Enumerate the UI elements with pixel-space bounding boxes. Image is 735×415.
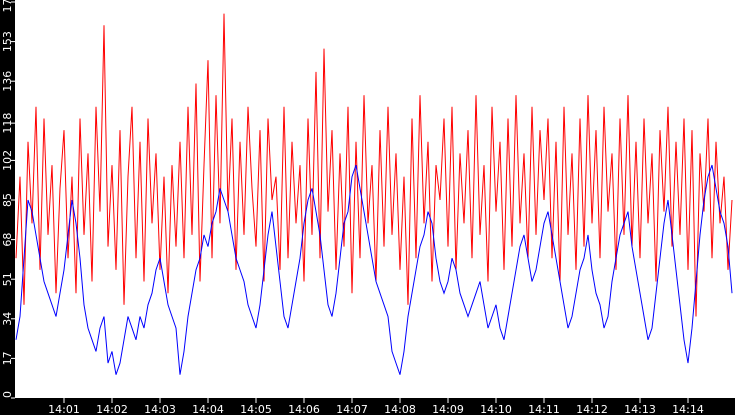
y-tick-label: 17 — [1, 351, 14, 365]
series-layer — [15, 13, 733, 375]
x-tick-label: 14:12 — [576, 403, 608, 415]
series-line-blue — [15, 164, 733, 375]
y-tick-label: 170 — [1, 0, 14, 13]
y-tick-label: 85 — [1, 193, 14, 207]
x-tick-label: 14:14 — [672, 403, 704, 415]
x-tick-label: 14:02 — [96, 403, 128, 415]
y-axis: 0 17 34 51 68 85 102 118 136 153 170 — [1, 0, 15, 399]
y-tick-label: 34 — [1, 312, 14, 326]
y-tick-label: 68 — [1, 233, 14, 247]
x-tick-label: 14:09 — [432, 403, 464, 415]
x-tick-label: 14:08 — [384, 403, 416, 415]
x-tick-label: 14:13 — [624, 403, 656, 415]
y-tick-label: 153 — [1, 31, 14, 52]
x-tick-label: 14:10 — [480, 403, 512, 415]
y-tick-label: 0 — [1, 391, 14, 398]
x-tick-label: 14:07 — [336, 403, 368, 415]
x-tick-label: 14:06 — [288, 403, 320, 415]
x-tick-label: 14:05 — [240, 403, 272, 415]
y-tick-label: 136 — [1, 71, 14, 92]
series-line-red — [15, 13, 733, 317]
plot-area — [15, 0, 735, 398]
x-tick-label: 14:03 — [144, 403, 176, 415]
y-tick-label: 118 — [1, 113, 14, 134]
x-tick-label: 14:04 — [192, 403, 224, 415]
x-tick-label: 14:01 — [48, 403, 80, 415]
x-axis: 14:01 14:02 14:03 14:04 14:05 14:06 14:07 14:08… — [48, 398, 704, 415]
y-tick-label: 51 — [1, 272, 14, 286]
x-tick-label: 14:11 — [528, 403, 560, 415]
y-tick-label: 102 — [1, 150, 14, 171]
